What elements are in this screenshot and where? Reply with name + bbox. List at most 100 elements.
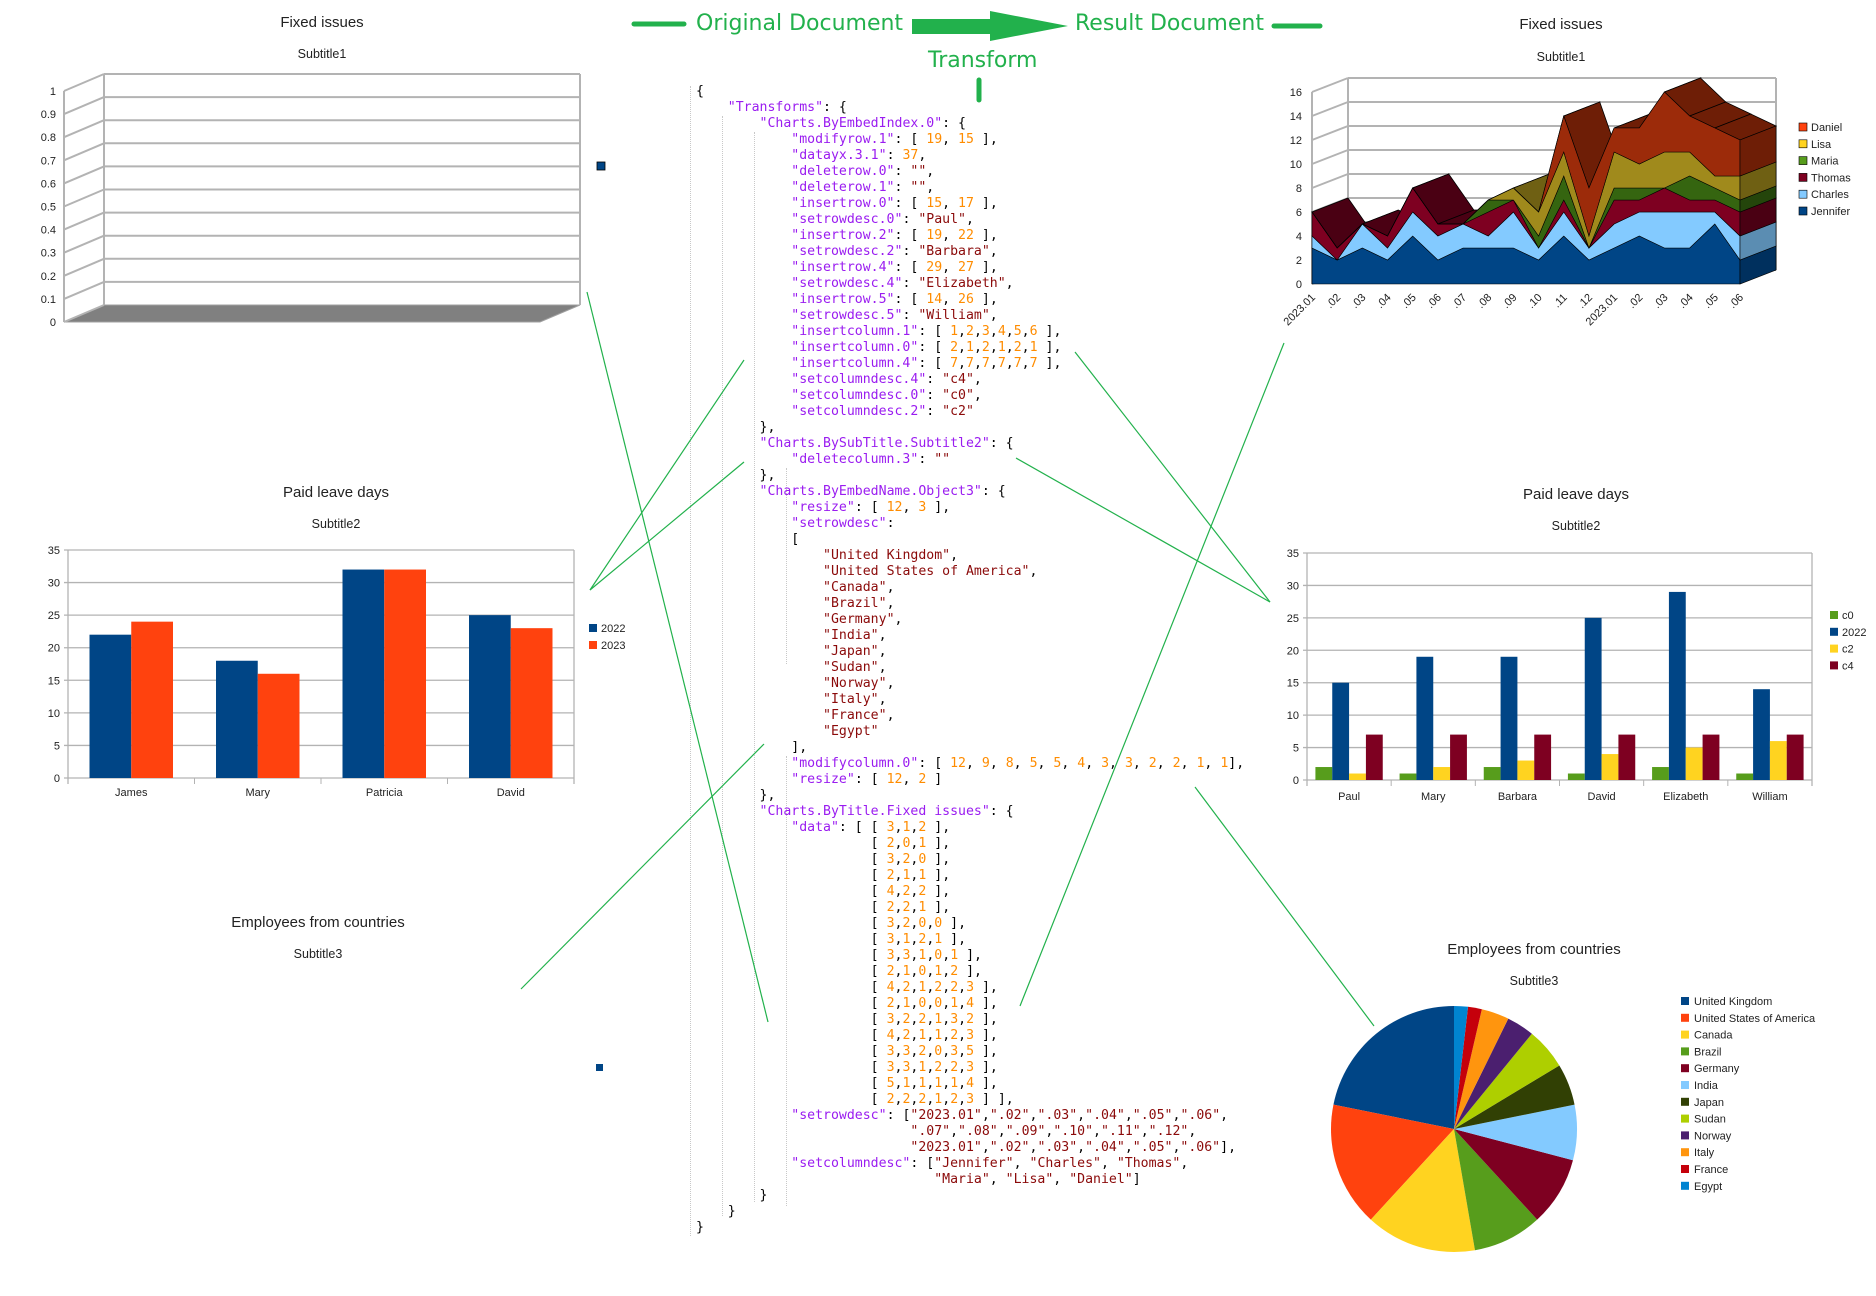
code-punct: : [ <box>894 260 927 275</box>
code-punct: , <box>942 964 951 979</box>
code-punct: , <box>926 1092 935 1107</box>
legend-label: 2023 <box>601 640 625 652</box>
code-punct: , <box>1204 756 1221 771</box>
side-gridline <box>1311 149 1349 165</box>
code-line: "Canada", <box>696 580 895 596</box>
original-employees-chart[interactable]: Employees from countries Subtitle3 <box>231 914 603 1071</box>
code-punct: , <box>950 1124 959 1139</box>
code-punct: , <box>1124 1140 1133 1155</box>
code-line: "insertcolumn.4": [ 7,7,7,7,7,7 ], <box>696 356 1061 372</box>
code-string: ".02" <box>989 1108 1030 1123</box>
x-tick-label: .03 <box>1349 292 1368 311</box>
code-punct: , <box>1013 756 1030 771</box>
y-tick-label: 0.5 <box>41 202 56 214</box>
code-number: 1 <box>918 836 927 851</box>
code-number: 2 <box>966 324 974 339</box>
code-number: 1 <box>902 820 911 835</box>
y-tick-label: 0.4 <box>41 225 56 237</box>
chart-floor <box>63 304 581 323</box>
code-string: "2023.01" <box>910 1108 982 1123</box>
x-tick-label: David <box>1588 791 1616 803</box>
code-punct: : <box>894 164 911 179</box>
code-number: 2 <box>950 1028 959 1043</box>
code-punct: ], <box>926 868 951 883</box>
bar-c2-David <box>1601 754 1619 780</box>
code-number: 7 <box>950 356 959 371</box>
original-paid-leave-chart[interactable]: Paid leave days Subtitle2 0 5 10 15 20 25 30 35… <box>48 484 626 799</box>
code-string: "Sudan" <box>823 660 879 675</box>
code-number: 7 <box>1013 356 1022 371</box>
result-paid-leave-chart[interactable]: Paid leave days Subtitle2 0 5 10 15 20 25 30 35… <box>1287 486 1867 803</box>
legend-label: India <box>1694 1080 1719 1092</box>
code-number: 3 <box>902 1044 911 1059</box>
transform-label: Transform <box>928 48 1038 73</box>
code-line: "Transforms": { <box>696 100 847 116</box>
pie-slice-canada <box>1370 1129 1475 1252</box>
code-line: [ 4,2,1,1,2,3 ], <box>696 1028 998 1044</box>
legend-swatch <box>1681 1131 1689 1140</box>
code-number: 2 <box>902 1092 911 1107</box>
code-number: 7 <box>981 356 990 371</box>
code-key: "setrowdesc" <box>791 516 887 531</box>
bar-c2-Mary <box>1433 767 1451 780</box>
code-punct: : <box>918 452 935 467</box>
code-punct: [ <box>696 884 887 899</box>
code-number: 2 <box>918 1012 927 1027</box>
code-punct: , <box>894 1092 903 1107</box>
code-line: [ 2,1,0,1,2 ], <box>696 964 982 980</box>
code-string: ".08" <box>958 1124 998 1139</box>
code-punct: , <box>958 996 967 1011</box>
pie-slice-france <box>1454 1006 1482 1129</box>
code-line: "insertrow.4": [ 29, 27 ], <box>696 260 997 276</box>
chart-subtitle: Subtitle2 <box>1552 519 1601 533</box>
code-key: "modifycolumn.0" <box>791 756 919 771</box>
code-number: 2 <box>918 932 927 947</box>
code-punct: , <box>894 868 903 883</box>
code-number: 2 <box>950 1092 959 1107</box>
result-fixed-issues-chart[interactable]: Fixed issues Subtitle1 0 2 4 6 8 10 12 14 16 2023… <box>1282 16 1852 328</box>
legend-swatch <box>1830 661 1838 670</box>
code-number: 4 <box>886 980 895 995</box>
original-fixed-issues-chart[interactable]: Fixed issues Subtitle1 0 0.1 0.2 0.3 0.4 0.5 0… <box>41 14 606 329</box>
code-punct: ], <box>926 900 951 915</box>
code-string: "Maria" <box>934 1172 990 1187</box>
code-number: 2 <box>902 1012 911 1027</box>
code-string: "c4" <box>942 372 974 387</box>
pie-slice-italy <box>1454 1009 1509 1129</box>
legend-label: 2022 <box>601 623 625 635</box>
code-line: "Italy", <box>696 692 887 708</box>
x-tick-label: .04 <box>1374 292 1393 311</box>
code-punct: , <box>886 580 895 595</box>
code-key: "insertrow.5" <box>791 292 895 307</box>
code-punct: } <box>696 1204 736 1219</box>
code-punct: } <box>696 1220 704 1235</box>
result-employees-chart[interactable]: Employees from countries Subtitle3 Unite… <box>1331 941 1816 1252</box>
code-punct: , <box>926 964 935 979</box>
code-line: "insertcolumn.1": [ 1,2,3,4,5,6 ], <box>696 324 1061 340</box>
code-punct: : [ <box>854 772 887 787</box>
y-tick-label: 35 <box>48 545 60 557</box>
code-line: } <box>696 1188 768 1204</box>
code-number: 29 <box>926 260 943 275</box>
code-punct: [ <box>696 916 887 931</box>
code-punct: , <box>926 164 935 179</box>
code-string: ".06" <box>1180 1140 1221 1155</box>
x-tick-label: .06 <box>1727 292 1746 311</box>
code-line: [ 2,2,1 ], <box>696 900 951 916</box>
legend-label: Thomas <box>1811 172 1851 184</box>
code-number: 2 <box>934 1060 943 1075</box>
code-punct: , <box>958 980 967 995</box>
code-number: 22 <box>958 228 974 243</box>
legend-label: c2 <box>1842 644 1854 656</box>
code-number: 2 <box>950 964 959 979</box>
code-key: "Charts.ByEmbedIndex.0" <box>759 116 943 131</box>
code-punct: , <box>958 324 966 339</box>
x-tick-label: .09 <box>1500 292 1519 311</box>
chart-title: Employees from countries <box>231 914 404 931</box>
code-key: "insertcolumn.0" <box>791 340 919 355</box>
code-key: "resize" <box>791 772 855 787</box>
code-punct: , <box>973 356 982 371</box>
code-punct: , <box>910 884 919 899</box>
chart-subtitle: Subtitle3 <box>294 947 343 961</box>
y-tick-label: 10 <box>48 708 60 720</box>
